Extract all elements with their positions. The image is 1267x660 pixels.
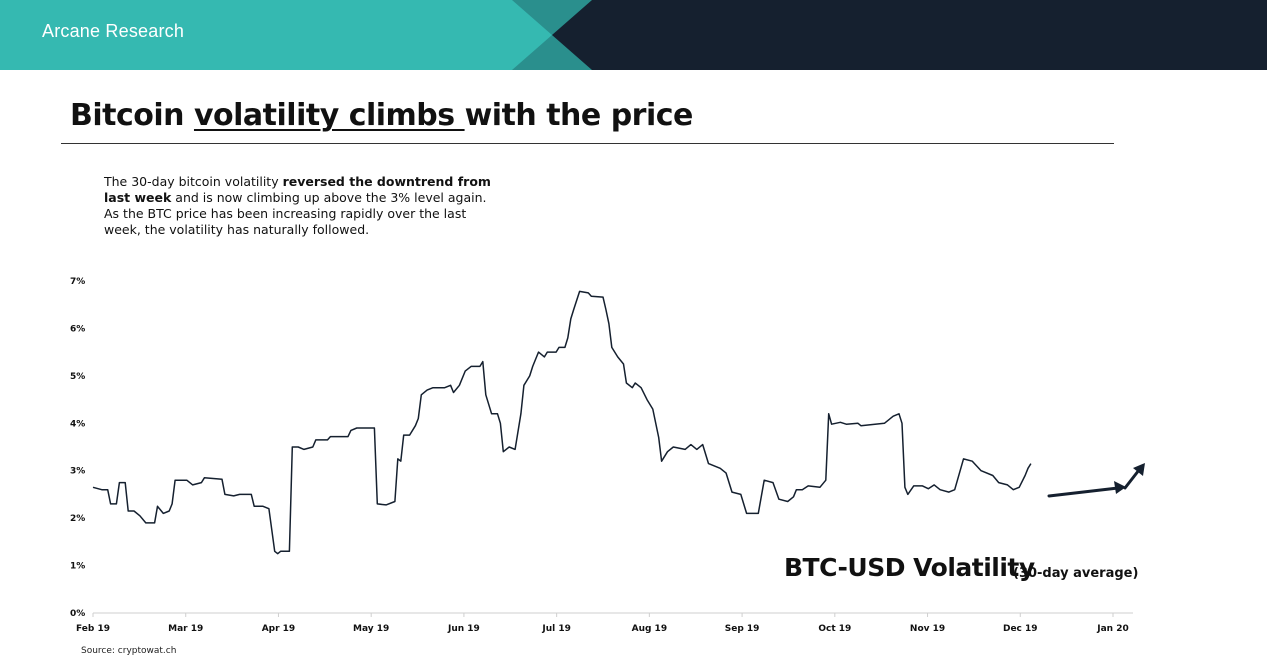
x-tick-label: Feb 19 bbox=[76, 624, 110, 634]
x-tick-label: Aug 19 bbox=[632, 624, 667, 634]
x-tick-label: Apr 19 bbox=[262, 624, 296, 634]
page-title: Bitcoin volatility climbs with the price bbox=[70, 98, 693, 133]
title-underlined: volatility climbs bbox=[193, 98, 465, 133]
y-tick-label: 5% bbox=[70, 372, 85, 382]
chart-title: BTC-USD Volatility bbox=[784, 553, 1035, 582]
desc-part2: and is now climbing up above the 3% leve… bbox=[104, 190, 487, 237]
x-tick-label: Oct 19 bbox=[818, 624, 851, 634]
trend-arrow-shaft-up bbox=[1123, 468, 1141, 490]
x-tick-label: Jul 19 bbox=[541, 624, 571, 634]
banner-teal-band bbox=[0, 0, 552, 70]
x-tick-label: Sep 19 bbox=[725, 624, 760, 634]
volatility-series-line bbox=[92, 290, 1032, 555]
x-tick-label: Mar 19 bbox=[168, 624, 203, 634]
y-axis-labels: 0% 1% 2% 3% 4% 5% 6% 7% bbox=[70, 277, 85, 619]
desc-bold: reversed the downtrend from last week bbox=[104, 174, 491, 205]
y-tick-label: 4% bbox=[70, 419, 85, 429]
y-tick-label: 6% bbox=[70, 324, 85, 334]
x-tick-label: Dec 19 bbox=[1003, 624, 1038, 634]
trend-arrow-shaft bbox=[1047, 486, 1120, 498]
y-tick-label: 1% bbox=[70, 562, 85, 572]
x-tick-label: May 19 bbox=[353, 624, 389, 634]
header-banner bbox=[0, 0, 1267, 70]
y-tick-label: 0% bbox=[70, 609, 85, 619]
title-part2: with the price bbox=[464, 98, 694, 133]
y-tick-label: 7% bbox=[70, 277, 85, 287]
y-tick-label: 3% bbox=[70, 467, 85, 477]
description-text: The 30-day bitcoin volatility reversed t… bbox=[104, 174, 504, 238]
trend-arrow-annotation bbox=[1047, 463, 1145, 498]
title-divider bbox=[61, 143, 1114, 144]
desc-part1: The 30-day bitcoin volatility bbox=[104, 174, 283, 189]
x-tick-label: Jan 20 bbox=[1096, 624, 1129, 634]
source-note: Source: cryptowat.ch bbox=[81, 646, 177, 656]
x-tick-label: Nov 19 bbox=[910, 624, 945, 634]
trend-arrow-head-up bbox=[1133, 463, 1145, 476]
x-tick-label: Jun 19 bbox=[447, 624, 480, 634]
chart-subtitle: (30-day average) bbox=[1013, 566, 1139, 581]
brand-name: Arcane Research bbox=[42, 21, 185, 41]
x-axis-labels: Feb 19 Mar 19 Apr 19 May 19 Jun 19 Jul 19 Aug … bbox=[76, 624, 1129, 634]
title-part1: Bitcoin bbox=[70, 98, 194, 133]
trend-arrow-head bbox=[1114, 481, 1126, 494]
x-axis-ticks bbox=[92, 613, 1114, 617]
y-tick-label: 2% bbox=[70, 514, 85, 524]
